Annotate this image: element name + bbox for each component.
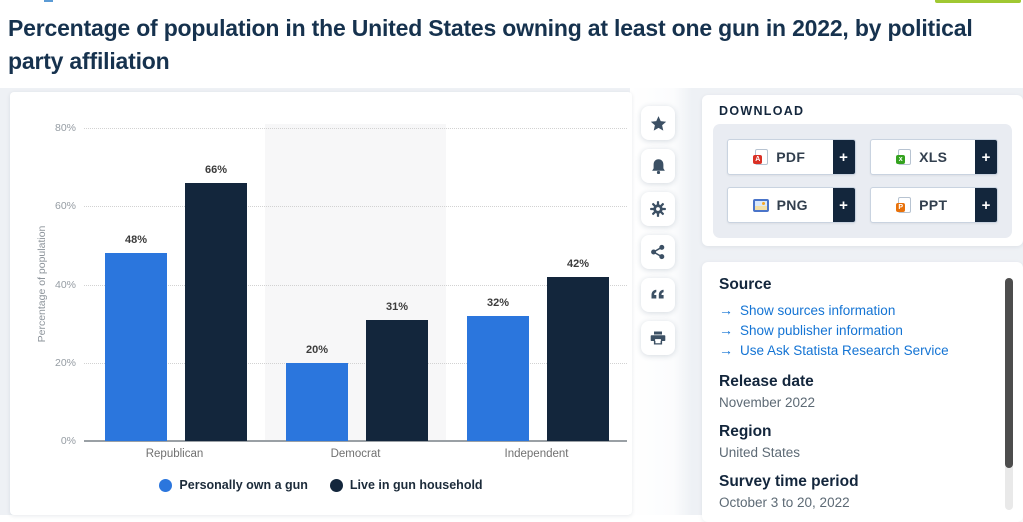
info-section: Survey time period October 3 to 20, 2022 <box>719 473 993 510</box>
link-show-publisher-information[interactable]: → Show publisher information <box>719 320 993 340</box>
bar-live-in-gun-household[interactable] <box>547 276 609 441</box>
share-button[interactable] <box>641 235 675 269</box>
legend-item: Personally own a gun <box>159 478 308 492</box>
arrow-right-icon: → <box>719 322 733 338</box>
png-image-icon <box>752 198 769 212</box>
download-button-body: PNG <box>728 188 833 222</box>
plus-icon[interactable]: + <box>975 140 997 174</box>
bar-value-label: 66% <box>204 163 228 176</box>
download-xls-button[interactable]: x XLS + <box>869 139 998 175</box>
download-panel: A PDF + x XLS + PNG + P PPT + <box>713 124 1012 238</box>
download-pdf-button[interactable]: A PDF + <box>727 139 856 175</box>
cutoff-green-button-fragment <box>935 0 1021 3</box>
bar-value-label: 31% <box>385 300 409 313</box>
gridline <box>84 284 627 286</box>
bar-live-in-gun-household[interactable] <box>366 319 428 441</box>
arrow-right-icon: → <box>719 342 733 358</box>
x-category-label: Independent <box>504 448 569 460</box>
y-tick-label: 0% <box>60 435 76 447</box>
info-section-heading: Release date <box>719 373 814 390</box>
bar-personally-own-a-gun[interactable] <box>105 253 167 441</box>
x-category-label: Democrat <box>330 448 381 460</box>
xls-file-icon: x <box>896 149 912 165</box>
source-heading: Source <box>719 276 772 293</box>
legend-dot <box>329 478 343 492</box>
download-button-label: XLS <box>919 149 948 165</box>
ppt-file-icon: P <box>896 197 912 213</box>
download-ppt-button[interactable]: P PPT + <box>869 187 998 223</box>
arrow-right-icon: → <box>719 302 733 318</box>
download-button-body: x XLS <box>871 140 976 174</box>
download-png-button[interactable]: PNG + <box>727 187 856 223</box>
info-section: Region United States <box>719 423 993 460</box>
legend-label: Live in gun household <box>349 478 483 492</box>
x-axis-line <box>84 440 627 442</box>
link-show-sources-information[interactable]: → Show sources information <box>719 300 993 320</box>
gridline <box>84 128 627 129</box>
legend-item: Live in gun household <box>329 478 483 492</box>
plus-icon[interactable]: + <box>832 188 855 222</box>
print-button[interactable] <box>641 321 675 355</box>
x-category-label: Republican <box>145 448 204 460</box>
bar-value-label: 48% <box>124 234 148 247</box>
scrollbar-thumb[interactable] <box>1005 278 1013 468</box>
download-button-body: P PPT <box>871 188 976 222</box>
plus-icon[interactable]: + <box>832 140 855 174</box>
download-heading: DOWNLOAD <box>719 104 805 118</box>
cite-button[interactable] <box>641 278 675 312</box>
printer-icon <box>650 330 666 346</box>
legend-label: Personally own a gun <box>179 478 308 492</box>
link-label: Use Ask Statista Research Service <box>740 342 949 358</box>
page-title: Percentage of population in the United S… <box>8 15 973 74</box>
legend-dot <box>159 478 173 492</box>
bar-value-label: 20% <box>305 343 329 356</box>
info-section-heading: Survey time period <box>719 473 859 490</box>
info-section-value: United States <box>719 445 801 460</box>
star-icon <box>650 115 667 132</box>
info-section-value: November 2022 <box>719 395 816 410</box>
download-button-body: A PDF <box>728 140 833 174</box>
quote-icon <box>650 287 666 303</box>
bar-chart: 0% 20% 40% 60% 80% Percentage of population 48… <box>10 92 632 515</box>
y-tick-label: 80% <box>54 122 76 134</box>
info-section: Release date November 2022 <box>719 373 993 410</box>
info-section-heading: Region <box>719 423 772 440</box>
bar-personally-own-a-gun[interactable] <box>286 362 348 441</box>
alert-button[interactable] <box>641 149 675 183</box>
link-label: Show sources information <box>740 302 896 318</box>
link-label: Show publisher information <box>740 322 903 338</box>
link-use-ask-statista-research-service[interactable]: → Use Ask Statista Research Service <box>719 340 993 360</box>
source-links: → Show sources information → Show publisher… <box>719 300 993 360</box>
favorite-button[interactable] <box>641 106 675 140</box>
chart-card: 0% 20% 40% 60% 80% Percentage of population 48… <box>10 92 632 515</box>
download-card: DOWNLOAD A PDF + x XLS + PNG + P PPT + <box>702 95 1023 246</box>
info-section-value: October 3 to 20, 2022 <box>719 495 850 510</box>
download-button-label: PDF <box>776 149 806 165</box>
cutoff-blue-fragment <box>44 0 53 2</box>
gear-icon <box>649 200 667 218</box>
bar-personally-own-a-gun[interactable] <box>467 315 529 441</box>
download-button-label: PPT <box>919 197 948 213</box>
source-info-card: Source → Show sources information → Show pu… <box>702 262 1023 522</box>
bar-value-label: 42% <box>566 257 590 270</box>
bar-value-label: 32% <box>486 296 510 309</box>
plus-icon[interactable]: + <box>975 188 997 222</box>
gridline <box>84 362 627 364</box>
y-tick-label: 20% <box>54 356 76 369</box>
y-axis-title: Percentage of population <box>36 225 48 343</box>
download-button-label: PNG <box>776 197 808 213</box>
chart-legend: Personally own a gun Live in gun househol… <box>10 478 632 492</box>
gridline <box>84 206 627 208</box>
settings-button[interactable] <box>641 192 675 226</box>
bar-live-in-gun-household[interactable] <box>185 182 247 441</box>
y-tick-label: 40% <box>54 278 76 291</box>
info-sections: Release date November 2022 Region United St… <box>719 373 993 510</box>
pdf-file-icon: A <box>753 149 769 165</box>
chart-action-buttons <box>641 106 675 355</box>
y-tick-label: 60% <box>54 200 76 213</box>
bell-icon <box>650 158 667 175</box>
share-icon <box>650 244 666 260</box>
